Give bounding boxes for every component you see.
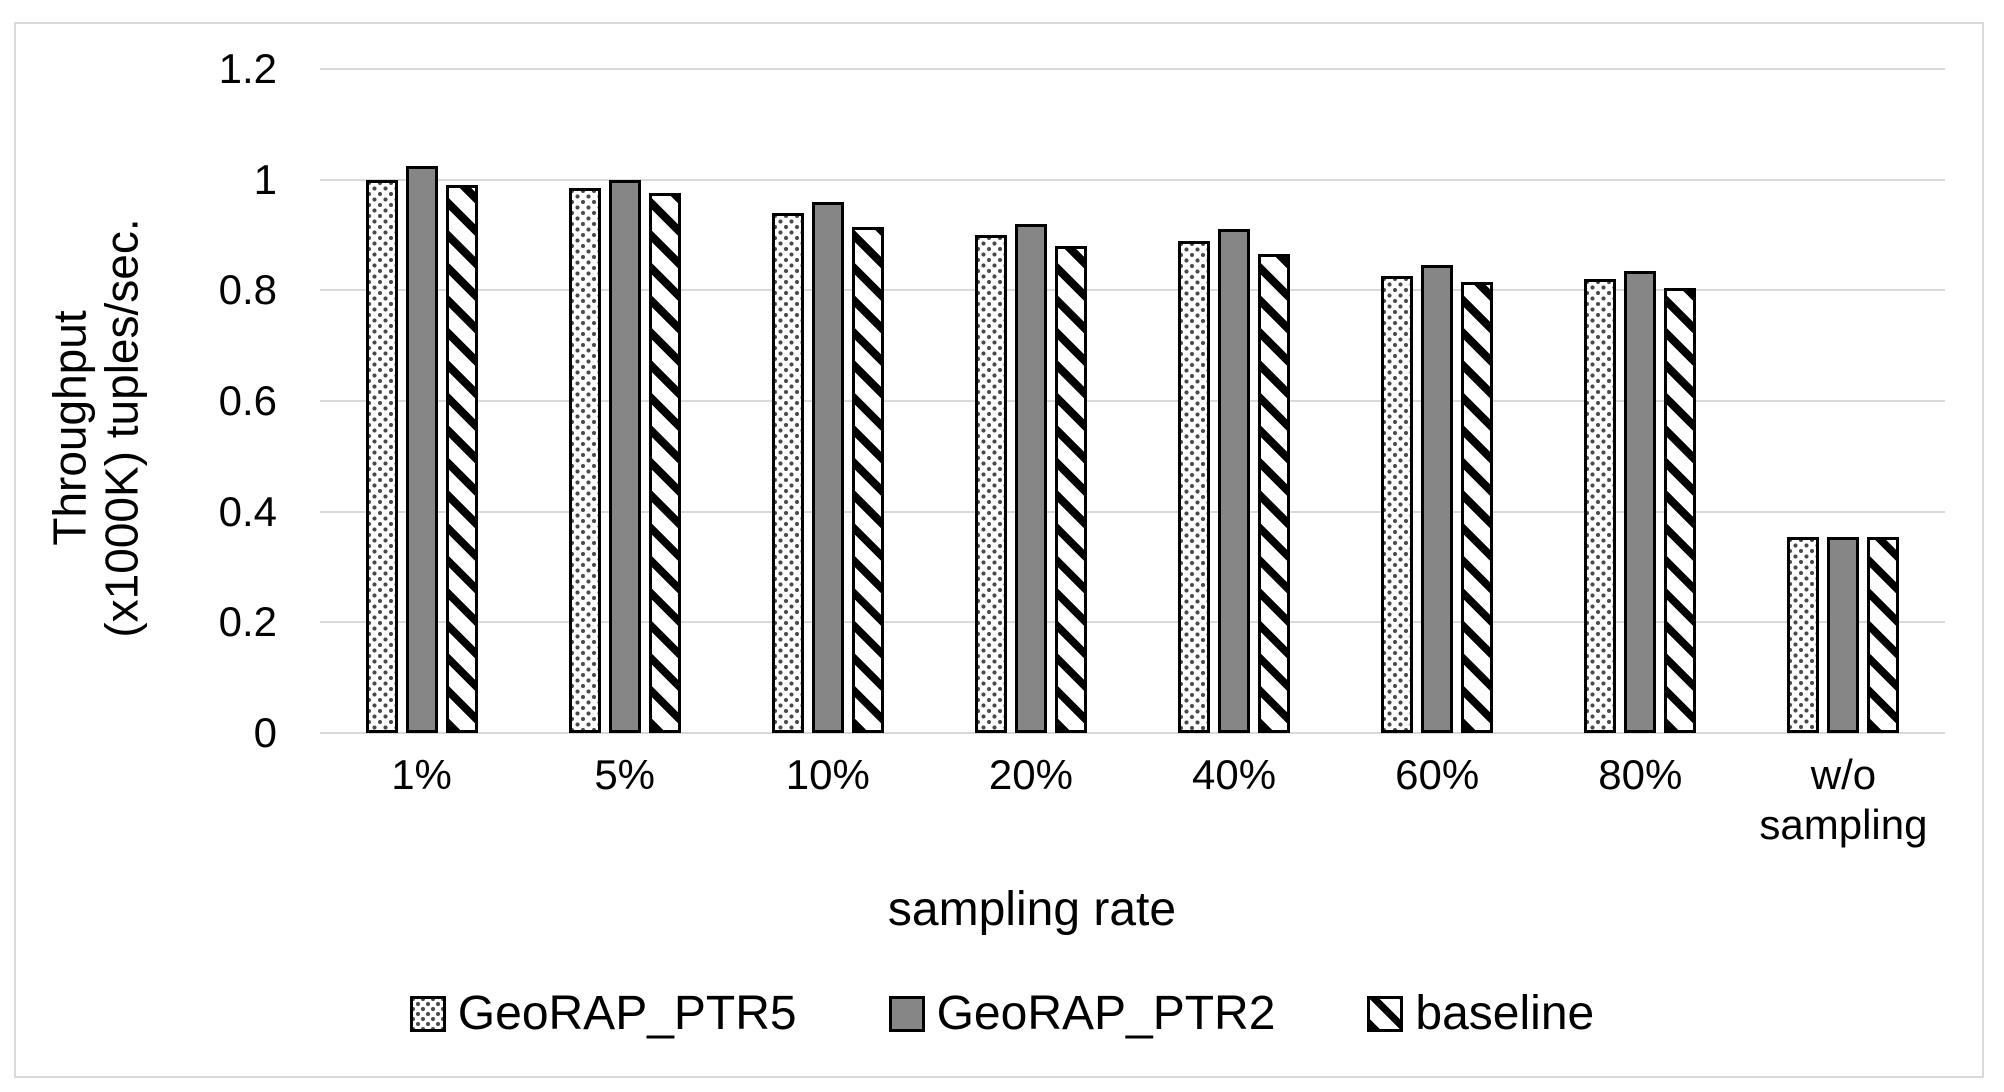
bar-GeoRAP_PTR5-1% bbox=[365, 180, 398, 733]
legend-entry-GeoRAP_PTR5: GeoRAP_PTR5 bbox=[409, 987, 797, 1040]
legend-swatch-GeoRAP_PTR2 bbox=[888, 996, 925, 1032]
bar-group-5% bbox=[523, 69, 726, 733]
x-category-label-text: 10% bbox=[785, 751, 870, 798]
x-axis-title: sampling rate bbox=[887, 883, 1177, 936]
legend-label-GeoRAP_PTR5: GeoRAP_PTR5 bbox=[457, 987, 797, 1040]
bar-group-80% bbox=[1539, 69, 1742, 733]
legend: GeoRAP_PTR5 GeoRAP_PTR2 baseline bbox=[0, 990, 2004, 1038]
bar-GeoRAP_PTR2-5% bbox=[608, 180, 641, 733]
x-category-label-text: 5% bbox=[594, 751, 656, 798]
x-category-label-1%: 1% bbox=[320, 750, 523, 851]
bar-group-40% bbox=[1133, 69, 1336, 733]
bar-group-60% bbox=[1336, 69, 1539, 733]
bar-baseline-w/o sampling bbox=[1867, 537, 1900, 733]
bar-GeoRAP_PTR2-60% bbox=[1421, 265, 1454, 733]
bar-GeoRAP_PTR5-w/o sampling bbox=[1787, 537, 1820, 733]
bar-baseline-20% bbox=[1054, 246, 1087, 733]
bar-group-10% bbox=[726, 69, 929, 733]
x-category-label-80%: 80% bbox=[1539, 750, 1742, 851]
x-category-label-60%: 60% bbox=[1336, 750, 1539, 851]
legend-entry-baseline: baseline bbox=[1367, 990, 1594, 1038]
bar-GeoRAP_PTR5-20% bbox=[974, 235, 1007, 733]
chart-outer-border bbox=[14, 22, 1984, 1078]
legend-label-GeoRAP_PTR2: GeoRAP_PTR2 bbox=[936, 987, 1276, 1040]
bar-GeoRAP_PTR5-60% bbox=[1381, 276, 1414, 733]
x-category-label-text: 80% bbox=[1598, 751, 1683, 798]
bar-GeoRAP_PTR5-80% bbox=[1584, 279, 1617, 733]
y-tick-label-0.8: 0.8 bbox=[218, 266, 277, 314]
legend-label-baseline: baseline bbox=[1415, 987, 1595, 1040]
gridline-0.4 bbox=[320, 510, 1945, 513]
bar-group-w/o sampling bbox=[1742, 69, 1945, 733]
x-category-label-5%: 5% bbox=[523, 750, 726, 851]
y-axis-title-line1: Throughput bbox=[43, 310, 96, 546]
x-category-label-text: 1% bbox=[391, 751, 452, 798]
y-tick-label-0.6: 0.6 bbox=[218, 377, 277, 424]
gridline-0.2 bbox=[320, 621, 1945, 624]
bar-GeoRAP_PTR2-10% bbox=[811, 202, 844, 733]
y-tick-label-0.2: 0.2 bbox=[218, 598, 277, 646]
bar-GeoRAP_PTR2-1% bbox=[405, 166, 438, 733]
bar-GeoRAP_PTR5-5% bbox=[568, 188, 601, 733]
x-category-label-text: 60% bbox=[1395, 751, 1480, 798]
plot-area bbox=[320, 69, 1945, 733]
bar-group-20% bbox=[929, 69, 1132, 733]
gridline-0 bbox=[320, 732, 1945, 734]
legend-swatch-GeoRAP_PTR5 bbox=[409, 996, 446, 1032]
bar-baseline-80% bbox=[1664, 288, 1697, 733]
bar-baseline-5% bbox=[648, 193, 681, 733]
gridline-0.6 bbox=[320, 400, 1945, 402]
gridline-1.2 bbox=[320, 68, 1945, 70]
bar-GeoRAP_PTR5-40% bbox=[1178, 241, 1211, 733]
bar-GeoRAP_PTR2-20% bbox=[1014, 224, 1047, 733]
legend-entry-GeoRAP_PTR2: GeoRAP_PTR2 bbox=[888, 987, 1276, 1040]
x-category-label-20%: 20% bbox=[929, 750, 1132, 851]
gridline-1 bbox=[320, 178, 1945, 181]
bar-GeoRAP_PTR2-80% bbox=[1624, 271, 1657, 733]
bar-group-1% bbox=[320, 69, 523, 733]
legend-swatch-baseline bbox=[1367, 996, 1404, 1032]
x-category-label-text: 20% bbox=[988, 751, 1073, 798]
y-tick-label-1.2: 1.2 bbox=[218, 45, 277, 92]
bar-baseline-40% bbox=[1258, 254, 1291, 733]
y-tick-label-1: 1 bbox=[253, 155, 277, 203]
bar-baseline-1% bbox=[445, 185, 478, 733]
bar-baseline-60% bbox=[1461, 282, 1494, 733]
x-category-label-text: 40% bbox=[1192, 751, 1277, 798]
x-category-label-text: w/o sampling bbox=[1759, 751, 1928, 849]
bar-GeoRAP_PTR2-w/o sampling bbox=[1827, 537, 1860, 733]
x-axis-category-labels: 1% 5% 10% 20% 40% 60% 80% w/o sampling bbox=[320, 750, 1945, 851]
y-tick-label-0.4: 0.4 bbox=[218, 487, 277, 535]
x-category-label-40%: 40% bbox=[1133, 750, 1336, 851]
bar-GeoRAP_PTR2-40% bbox=[1218, 229, 1251, 733]
x-category-label-w/o sampling: w/o sampling bbox=[1742, 750, 1945, 851]
gridline-0.8 bbox=[320, 289, 1945, 292]
x-category-label-10%: 10% bbox=[726, 750, 929, 851]
bar-GeoRAP_PTR5-10% bbox=[771, 213, 804, 733]
bar-baseline-10% bbox=[851, 227, 884, 733]
y-tick-label-0: 0 bbox=[253, 709, 277, 756]
